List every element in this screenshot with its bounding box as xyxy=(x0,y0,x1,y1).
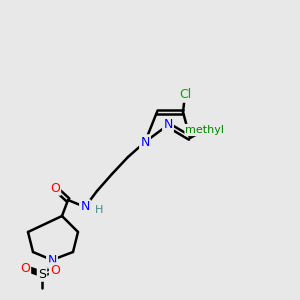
Text: N: N xyxy=(47,254,57,266)
Text: O: O xyxy=(50,263,60,277)
Text: N: N xyxy=(80,200,90,214)
Text: N: N xyxy=(140,136,150,148)
Text: Cl: Cl xyxy=(179,88,191,101)
Text: S: S xyxy=(38,268,46,281)
Text: methyl: methyl xyxy=(185,125,224,135)
Text: N: N xyxy=(163,118,173,131)
Text: H: H xyxy=(95,205,103,215)
Text: O: O xyxy=(20,262,30,275)
Text: O: O xyxy=(50,182,60,194)
